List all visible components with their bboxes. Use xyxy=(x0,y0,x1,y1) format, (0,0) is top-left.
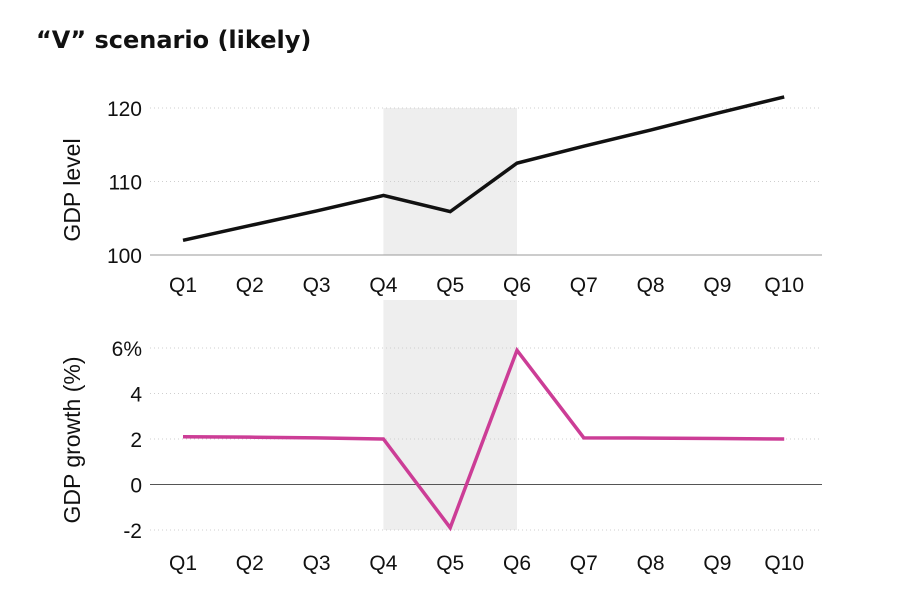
x-tick-label: Q4 xyxy=(369,552,397,575)
x-tick-label: Q9 xyxy=(703,274,731,297)
y-tick-label: 6% xyxy=(112,338,142,361)
y-axis-label: GDP level xyxy=(59,138,85,241)
x-tick-label: Q10 xyxy=(764,552,804,575)
x-tick-label: Q6 xyxy=(503,274,531,297)
x-tick-label: Q8 xyxy=(637,552,665,575)
gdp-level-line xyxy=(182,95,785,243)
x-tick-label: Q2 xyxy=(236,552,264,575)
y-tick-label: 4 xyxy=(130,384,142,407)
y-tick-label: 110 xyxy=(109,172,142,195)
x-tick-label: Q5 xyxy=(436,552,464,575)
gdp-growth-line xyxy=(182,346,785,532)
y-tick-label: 100 xyxy=(107,245,142,268)
x-tick-label: Q3 xyxy=(303,552,331,575)
x-tick-label: Q8 xyxy=(637,274,665,297)
x-tick-label: Q6 xyxy=(503,552,531,575)
chart-title: “V” scenario (likely) xyxy=(36,26,312,54)
shaded-band-growth xyxy=(383,300,517,530)
x-tick-label: Q9 xyxy=(703,552,731,575)
x-tick-label: Q1 xyxy=(169,552,197,575)
x-tick-label: Q2 xyxy=(236,274,264,297)
y-tick-label: 0 xyxy=(130,475,142,498)
y-tick-label: 2 xyxy=(130,429,142,452)
x-tick-label: Q1 xyxy=(169,274,197,297)
y-tick-label: 120 xyxy=(107,98,142,121)
y-tick-label: -2 xyxy=(123,520,142,543)
x-tick-label: Q7 xyxy=(570,552,598,575)
x-tick-label: Q3 xyxy=(303,274,331,297)
x-tick-label: Q10 xyxy=(764,274,804,297)
x-tick-label: Q5 xyxy=(436,274,464,297)
x-tick-label: Q7 xyxy=(570,274,598,297)
x-tick-label: Q4 xyxy=(369,274,397,297)
y-axis-label: GDP growth (%) xyxy=(59,356,85,523)
